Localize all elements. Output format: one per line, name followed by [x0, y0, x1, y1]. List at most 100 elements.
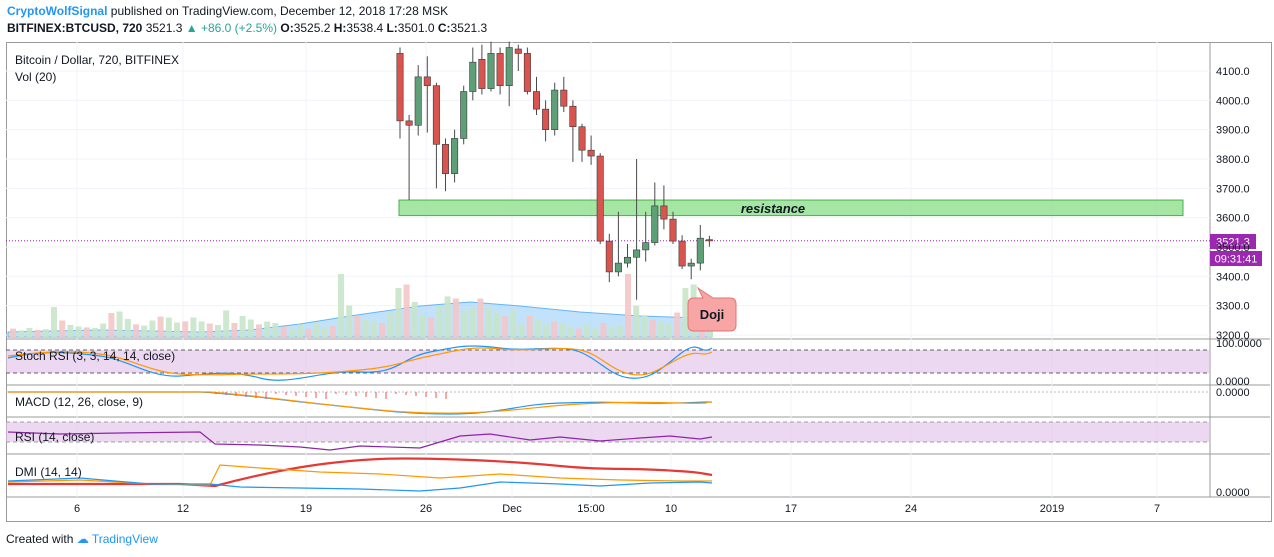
main-pane-title: Bitcoin / Dollar, 720, BITFINEX	[15, 53, 179, 67]
tradingview-brand-text: TradingView	[91, 532, 158, 546]
volume-bar	[452, 298, 459, 337]
symbol: BITFINEX:BTCUSD, 720	[7, 21, 143, 35]
volume-bar	[534, 319, 541, 337]
volume-bar	[469, 307, 476, 337]
candle-down	[578, 126, 586, 151]
macd-histogram	[215, 392, 447, 399]
time-axis-tick: 12	[177, 503, 189, 515]
volume-bar	[338, 274, 344, 337]
volume-bar	[641, 316, 648, 337]
candle-up	[623, 256, 631, 264]
volume-bar	[108, 313, 115, 337]
price-axis-tick: 3200.0	[1216, 330, 1250, 342]
volume-bar	[34, 329, 41, 337]
volume-bar	[59, 320, 66, 337]
volume-bar	[305, 328, 312, 337]
countdown-badge	[1210, 251, 1262, 266]
candle-down	[523, 53, 531, 92]
low-label: L:	[386, 21, 398, 35]
doji-callout-bubble[interactable]	[687, 286, 737, 332]
close-value: 3521.3	[450, 21, 488, 35]
time-axis-tick: 6	[74, 503, 80, 515]
candle-up	[687, 262, 695, 267]
tradingview-brand[interactable]: ☁ TradingView	[76, 532, 158, 546]
volume-bar	[223, 310, 230, 337]
resistance-zone[interactable]	[398, 199, 1184, 217]
volume-bar	[75, 326, 82, 337]
time-axis-tick: 10	[665, 503, 677, 515]
volume-bar	[288, 328, 295, 337]
candle-down	[605, 240, 613, 273]
candle-down	[678, 240, 686, 267]
candle-down	[542, 108, 550, 130]
volume-bar	[420, 314, 426, 337]
volume-bar	[198, 321, 205, 337]
volume-bar	[165, 317, 172, 337]
resistance-label: resistance	[741, 201, 805, 216]
candle-up	[469, 61, 477, 92]
volume-bar	[321, 327, 328, 337]
volume-bar	[157, 316, 164, 337]
candle-up	[551, 89, 559, 130]
volume-bar	[10, 328, 16, 337]
volume-bar	[182, 321, 189, 337]
stoch-tick-100: 100.0000	[1216, 338, 1262, 350]
price-axis-tick: 3800.0	[1216, 154, 1250, 166]
volume-bar	[124, 319, 131, 337]
volume-bar	[206, 323, 213, 337]
time-axis-tick: 19	[300, 503, 312, 515]
rsi-label: RSI (14, close)	[15, 430, 94, 444]
volume-bar	[215, 325, 221, 337]
price-badge	[1210, 234, 1256, 249]
published-text: published on TradingView.com, December 1…	[110, 4, 449, 18]
candle-down	[514, 48, 522, 54]
candle-down	[405, 120, 413, 126]
volume-bar	[518, 323, 525, 337]
candle-up	[696, 237, 704, 264]
time-axis-tick: 2019	[1040, 503, 1064, 515]
author-link[interactable]: CryptoWolfSignal	[7, 4, 108, 18]
volume-bar	[428, 317, 435, 337]
price-axis-tick: 4000.0	[1216, 95, 1250, 107]
candle-up	[651, 205, 659, 243]
stoch-d-line	[7, 347, 713, 376]
volume-bar	[116, 311, 123, 337]
volume-bar	[67, 325, 74, 337]
candle-up	[614, 262, 622, 273]
macd-signal-line	[8, 391, 713, 414]
candle-down	[496, 53, 504, 86]
volume-bar	[83, 327, 90, 337]
stoch-tick-0: 0.0000	[1216, 376, 1250, 388]
volume-bar	[575, 328, 582, 337]
volume-bar	[370, 321, 377, 337]
volume-bar	[666, 323, 672, 337]
volume-bar	[297, 324, 303, 337]
volume-bar	[567, 326, 574, 337]
candle-up	[460, 91, 468, 139]
volume-bar	[502, 316, 508, 337]
volume-bar	[584, 324, 590, 337]
open-value: 3525.2	[293, 21, 331, 35]
volume-bar	[493, 312, 500, 337]
volume-bar	[174, 322, 180, 337]
chart-frame	[6, 42, 1272, 522]
candle-down	[596, 155, 604, 242]
candle-down	[569, 105, 577, 128]
time-axis-tick: 26	[420, 503, 432, 515]
volume-bar	[133, 324, 139, 337]
candle-up	[487, 53, 495, 89]
candle-up	[414, 76, 422, 126]
volume-bar	[600, 323, 607, 337]
price-axis-tick: 3900.0	[1216, 125, 1250, 137]
high-label: H:	[333, 21, 347, 35]
volume-bar	[362, 319, 369, 337]
volume-bar	[616, 325, 623, 337]
stoch-band	[6, 350, 1210, 373]
candle-down	[396, 53, 404, 122]
volume-bar	[313, 323, 320, 337]
dmi-adx-line	[8, 457, 713, 488]
low-value: 3501.0	[397, 21, 435, 35]
macd-tick-0: 0.0000	[1216, 387, 1250, 399]
candle-down	[441, 144, 449, 174]
